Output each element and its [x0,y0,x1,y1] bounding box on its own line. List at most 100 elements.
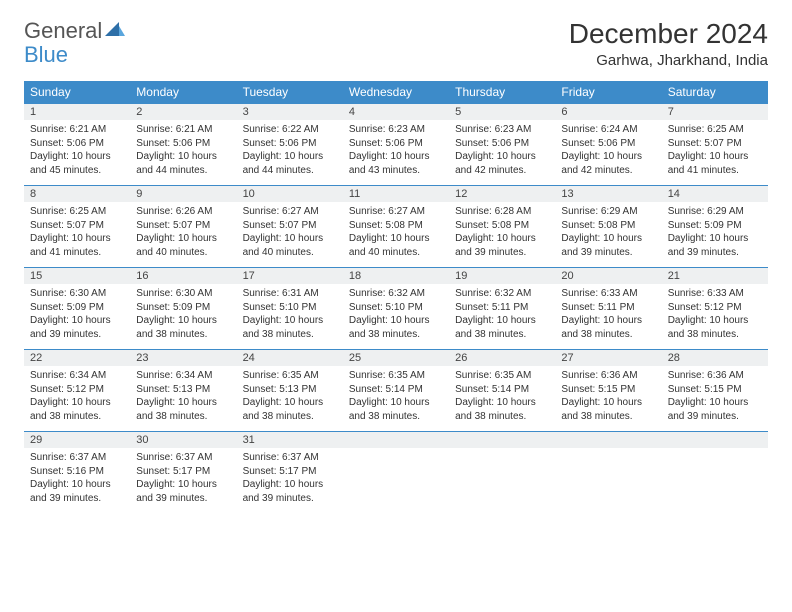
day-number-cell: 10 [237,186,343,203]
day-number-cell: 15 [24,268,130,285]
sunrise-text: Sunrise: 6:27 AM [243,205,337,219]
day-number-cell: 24 [237,350,343,367]
day-data-cell: Sunrise: 6:29 AMSunset: 5:08 PMDaylight:… [555,202,661,268]
sunset-text: Sunset: 5:13 PM [243,383,337,397]
day-data-cell: Sunrise: 6:33 AMSunset: 5:12 PMDaylight:… [662,284,768,350]
day-data-cell: Sunrise: 6:21 AMSunset: 5:06 PMDaylight:… [130,120,236,186]
day-number-cell [449,432,555,449]
day-data-cell [343,448,449,513]
day-data-cell: Sunrise: 6:36 AMSunset: 5:15 PMDaylight:… [662,366,768,432]
daylight-text: Daylight: 10 hours and 39 minutes. [668,232,762,259]
sunrise-text: Sunrise: 6:29 AM [561,205,655,219]
weekday-header: Sunday [24,81,130,104]
sunrise-text: Sunrise: 6:35 AM [349,369,443,383]
sunset-text: Sunset: 5:08 PM [455,219,549,233]
sunset-text: Sunset: 5:12 PM [668,301,762,315]
month-title: December 2024 [569,18,768,50]
day-number-cell: 3 [237,104,343,121]
day-data-cell: Sunrise: 6:32 AMSunset: 5:10 PMDaylight:… [343,284,449,350]
sunrise-text: Sunrise: 6:25 AM [668,123,762,137]
sunset-text: Sunset: 5:15 PM [668,383,762,397]
day-data-cell: Sunrise: 6:23 AMSunset: 5:06 PMDaylight:… [449,120,555,186]
daylight-text: Daylight: 10 hours and 38 minutes. [243,314,337,341]
sunrise-text: Sunrise: 6:35 AM [455,369,549,383]
sunrise-text: Sunrise: 6:34 AM [30,369,124,383]
day-data-cell: Sunrise: 6:32 AMSunset: 5:11 PMDaylight:… [449,284,555,350]
daylight-text: Daylight: 10 hours and 38 minutes. [455,314,549,341]
daylight-text: Daylight: 10 hours and 38 minutes. [561,314,655,341]
sunrise-text: Sunrise: 6:31 AM [243,287,337,301]
day-data-cell: Sunrise: 6:23 AMSunset: 5:06 PMDaylight:… [343,120,449,186]
sunrise-text: Sunrise: 6:36 AM [668,369,762,383]
calendar-body: 1234567Sunrise: 6:21 AMSunset: 5:06 PMDa… [24,104,768,514]
sunset-text: Sunset: 5:07 PM [136,219,230,233]
sunset-text: Sunset: 5:06 PM [561,137,655,151]
sunrise-text: Sunrise: 6:24 AM [561,123,655,137]
weekday-header: Wednesday [343,81,449,104]
weekday-header: Tuesday [237,81,343,104]
day-number-cell: 29 [24,432,130,449]
sunset-text: Sunset: 5:07 PM [243,219,337,233]
day-number-cell: 6 [555,104,661,121]
daylight-text: Daylight: 10 hours and 40 minutes. [136,232,230,259]
day-data-cell: Sunrise: 6:35 AMSunset: 5:14 PMDaylight:… [449,366,555,432]
daylight-text: Daylight: 10 hours and 38 minutes. [668,314,762,341]
sunset-text: Sunset: 5:06 PM [455,137,549,151]
logo-text-blue: Blue [24,42,68,67]
sunrise-text: Sunrise: 6:36 AM [561,369,655,383]
day-data-cell: Sunrise: 6:36 AMSunset: 5:15 PMDaylight:… [555,366,661,432]
sunset-text: Sunset: 5:07 PM [30,219,124,233]
day-number-cell: 30 [130,432,236,449]
sunrise-text: Sunrise: 6:37 AM [243,451,337,465]
daylight-text: Daylight: 10 hours and 38 minutes. [243,396,337,423]
daylight-text: Daylight: 10 hours and 43 minutes. [349,150,443,177]
weekday-header: Friday [555,81,661,104]
sunrise-text: Sunrise: 6:26 AM [136,205,230,219]
day-number-cell: 19 [449,268,555,285]
day-number-cell: 17 [237,268,343,285]
sunset-text: Sunset: 5:07 PM [668,137,762,151]
weekday-header: Thursday [449,81,555,104]
daylight-text: Daylight: 10 hours and 38 minutes. [561,396,655,423]
daylight-text: Daylight: 10 hours and 39 minutes. [30,478,124,505]
title-block: December 2024 Garhwa, Jharkhand, India [569,18,768,69]
day-number-cell: 5 [449,104,555,121]
day-number-cell: 28 [662,350,768,367]
sunset-text: Sunset: 5:17 PM [243,465,337,479]
daynum-row: 1234567 [24,104,768,121]
day-data-cell: Sunrise: 6:31 AMSunset: 5:10 PMDaylight:… [237,284,343,350]
calendar-table: Sunday Monday Tuesday Wednesday Thursday… [24,81,768,513]
daylight-text: Daylight: 10 hours and 39 minutes. [561,232,655,259]
daylight-text: Daylight: 10 hours and 44 minutes. [136,150,230,177]
weekday-header-row: Sunday Monday Tuesday Wednesday Thursday… [24,81,768,104]
day-number-cell: 18 [343,268,449,285]
sunrise-text: Sunrise: 6:28 AM [455,205,549,219]
sunrise-text: Sunrise: 6:35 AM [243,369,337,383]
day-number-cell: 12 [449,186,555,203]
sunrise-text: Sunrise: 6:27 AM [349,205,443,219]
daydata-row: Sunrise: 6:30 AMSunset: 5:09 PMDaylight:… [24,284,768,350]
day-data-cell: Sunrise: 6:37 AMSunset: 5:16 PMDaylight:… [24,448,130,513]
sunset-text: Sunset: 5:09 PM [668,219,762,233]
sunrise-text: Sunrise: 6:34 AM [136,369,230,383]
sunset-text: Sunset: 5:06 PM [30,137,124,151]
daylight-text: Daylight: 10 hours and 39 minutes. [668,396,762,423]
daylight-text: Daylight: 10 hours and 38 minutes. [30,396,124,423]
day-number-cell: 31 [237,432,343,449]
day-number-cell: 7 [662,104,768,121]
sunset-text: Sunset: 5:14 PM [349,383,443,397]
daylight-text: Daylight: 10 hours and 45 minutes. [30,150,124,177]
day-number-cell: 13 [555,186,661,203]
day-number-cell: 2 [130,104,236,121]
day-number-cell: 21 [662,268,768,285]
day-number-cell: 16 [130,268,236,285]
sunrise-text: Sunrise: 6:23 AM [455,123,549,137]
day-number-cell [555,432,661,449]
logo-text-general: General [24,18,102,44]
sunrise-text: Sunrise: 6:33 AM [668,287,762,301]
sunset-text: Sunset: 5:13 PM [136,383,230,397]
location-text: Garhwa, Jharkhand, India [569,52,768,69]
sunrise-text: Sunrise: 6:25 AM [30,205,124,219]
day-data-cell: Sunrise: 6:25 AMSunset: 5:07 PMDaylight:… [662,120,768,186]
sunset-text: Sunset: 5:15 PM [561,383,655,397]
